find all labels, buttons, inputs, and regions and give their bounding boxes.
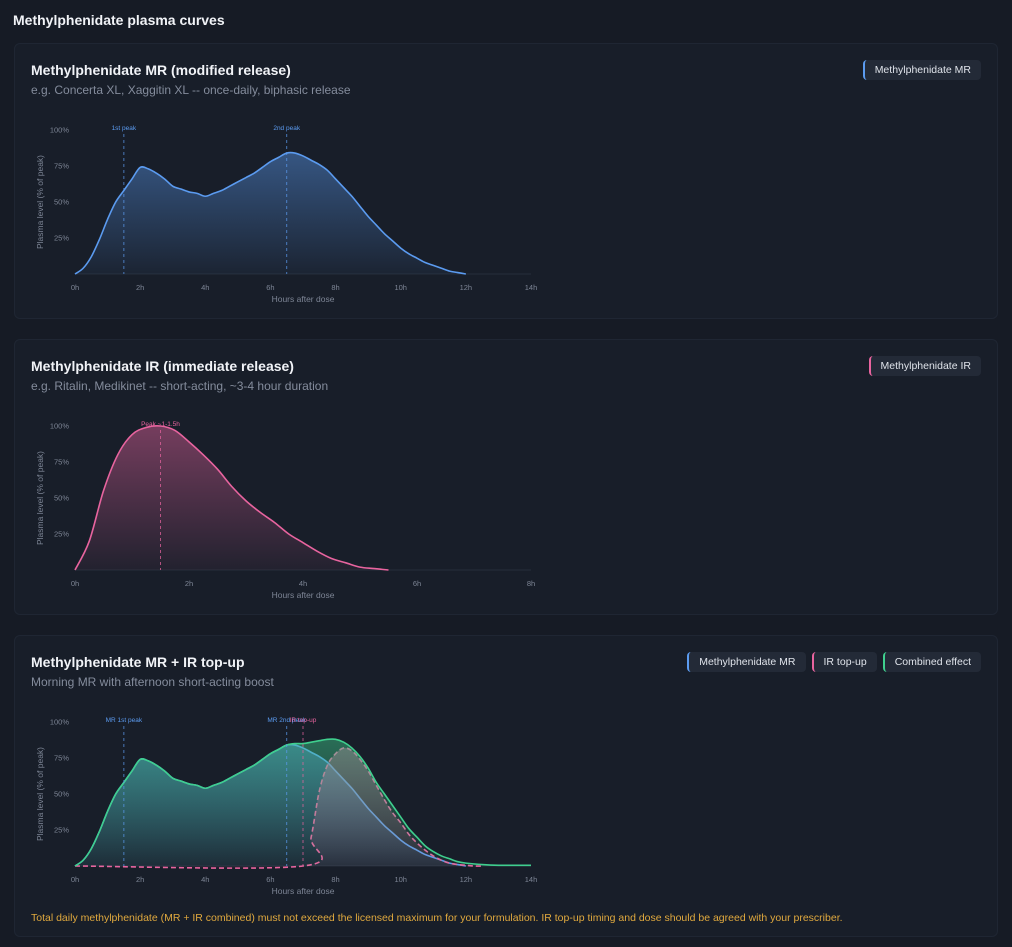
y-tick-label: 100%: [50, 126, 70, 135]
x-tick-label: 4h: [201, 283, 209, 292]
card-title: Methylphenidate MR (modified release): [31, 62, 291, 78]
x-tick-label: 4h: [299, 579, 307, 588]
chart-legend: Methylphenidate MR: [862, 60, 981, 80]
card-subtitle: e.g. Concerta XL, Xaggitin XL -- once-da…: [31, 83, 351, 97]
y-axis-title: Plasma level (% of peak): [35, 155, 45, 249]
card-subtitle: Morning MR with afternoon short-acting b…: [31, 675, 274, 689]
x-tick-label: 8h: [527, 579, 535, 588]
x-tick-label: 4h: [201, 875, 209, 884]
y-tick-label: 50%: [54, 790, 69, 799]
x-axis-title: Hours after dose: [272, 590, 335, 600]
y-tick-label: 100%: [50, 718, 70, 727]
chart-legend: Methylphenidate MR IR top-up Combined ef…: [687, 652, 981, 672]
peak-marker-label: MR 2nd peak: [267, 717, 306, 724]
y-tick-label: 75%: [54, 458, 69, 467]
x-tick-label: 6h: [266, 875, 274, 884]
y-tick-label: 100%: [50, 422, 70, 431]
card-title: Methylphenidate IR (immediate release): [31, 358, 294, 374]
x-tick-label: 14h: [525, 283, 538, 292]
y-tick-label: 25%: [54, 234, 69, 243]
methylphenidate-mr-area: [75, 152, 466, 274]
y-tick-label: 25%: [54, 530, 69, 539]
x-tick-label: 2h: [136, 875, 144, 884]
x-tick-label: 12h: [460, 875, 473, 884]
card-title: Methylphenidate MR + IR top-up: [31, 654, 245, 670]
y-tick-label: 75%: [54, 162, 69, 171]
x-axis-title: Hours after dose: [272, 886, 335, 896]
mr-plasma-chart: 25% 50% 75% 100% 0h 2h 4h 6h 8h 10h 12h 14h Hours af…: [35, 125, 538, 304]
chart-legend: Methylphenidate IR: [868, 356, 981, 376]
combined-plasma-chart: 25% 50% 75% 100% 0h 2h 4h 6h 8h 10h 12h 14h Hours af…: [35, 717, 538, 896]
y-tick-label: 25%: [54, 826, 69, 835]
combined-effect-area: [75, 739, 531, 866]
peak-marker-label: Peak ~1-1.5h: [141, 421, 180, 428]
combined-chart-card: Methylphenidate MR + IR top-up Morning M…: [14, 635, 998, 937]
y-tick-label: 50%: [54, 198, 69, 207]
x-tick-label: 10h: [394, 875, 407, 884]
peak-marker-label: IR top-up: [290, 717, 317, 724]
peak-marker-label: 2nd peak: [273, 125, 300, 132]
x-tick-label: 10h: [394, 283, 407, 292]
dose-warning: Total daily methylphenidate (MR + IR com…: [31, 912, 843, 924]
legend-item-ir[interactable]: Methylphenidate IR: [868, 356, 981, 376]
page-title: Methylphenidate plasma curves: [13, 12, 225, 28]
x-tick-label: 6h: [266, 283, 274, 292]
x-tick-label: 14h: [525, 875, 538, 884]
methylphenidate-ir-area: [75, 425, 389, 570]
card-subtitle: e.g. Ritalin, Medikinet -- short-acting,…: [31, 379, 329, 393]
y-tick-label: 50%: [54, 494, 69, 503]
x-tick-label: 0h: [71, 579, 79, 588]
x-tick-label: 0h: [71, 283, 79, 292]
x-tick-label: 8h: [331, 283, 339, 292]
peak-marker-label: 1st peak: [112, 125, 137, 132]
y-axis-title: Plasma level (% of peak): [35, 747, 45, 841]
x-axis-title: Hours after dose: [272, 294, 335, 304]
legend-item-mr[interactable]: Methylphenidate MR: [687, 652, 806, 672]
peak-marker-label: MR 1st peak: [106, 717, 143, 724]
x-tick-label: 0h: [71, 875, 79, 884]
x-tick-label: 12h: [460, 283, 473, 292]
y-axis-title: Plasma level (% of peak): [35, 451, 45, 545]
x-tick-label: 8h: [331, 875, 339, 884]
ir-plasma-chart: 25% 50% 75% 100% 0h 2h 4h 6h 8h Hours after dose P…: [35, 421, 535, 600]
methylphenidate-mr-line: [74, 151, 466, 275]
legend-item-mr[interactable]: Methylphenidate MR: [862, 60, 981, 80]
legend-item-combined[interactable]: Combined effect: [882, 652, 981, 672]
legend-item-ir-top-up[interactable]: IR top-up: [811, 652, 877, 672]
ir-chart-card: Methylphenidate IR (immediate release) e…: [14, 339, 998, 615]
x-tick-label: 6h: [413, 579, 421, 588]
x-tick-label: 2h: [185, 579, 193, 588]
mr-chart-card: Methylphenidate MR (modified release) e.…: [14, 43, 998, 319]
methylphenidate-ir-line: [74, 425, 389, 571]
y-tick-label: 75%: [54, 754, 69, 763]
x-tick-label: 2h: [136, 283, 144, 292]
